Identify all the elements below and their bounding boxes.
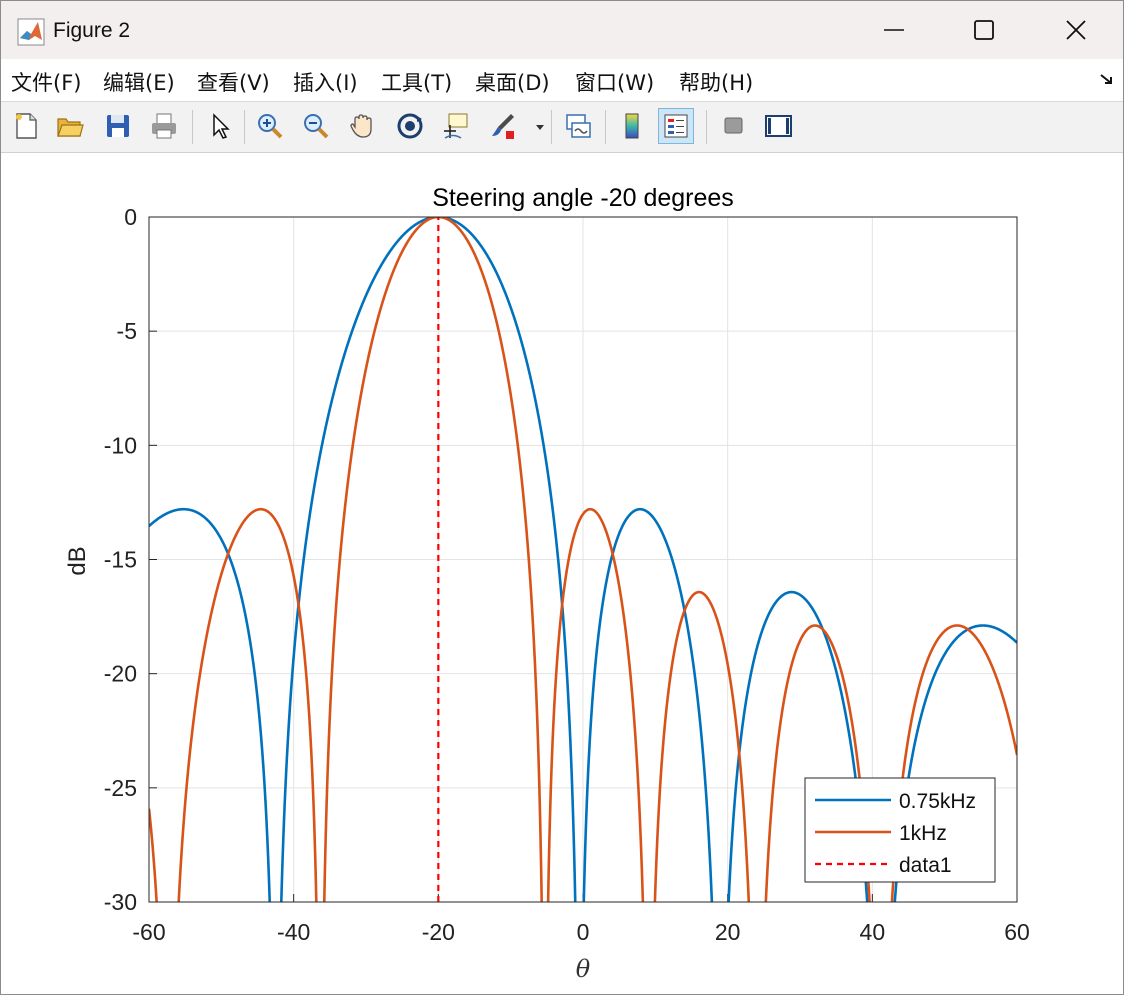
new-file-icon [16, 113, 37, 139]
menu-desktop[interactable]: 桌面(D) [475, 71, 550, 95]
insert-colorbar-button[interactable] [614, 108, 650, 144]
legend-icon [664, 114, 688, 138]
rotate-3d-button[interactable] [392, 108, 428, 144]
link-plot-button[interactable] [560, 108, 596, 144]
hide-plot-tools-icon [724, 117, 743, 134]
pointer-arrow-icon [213, 113, 230, 139]
menu-window[interactable]: 窗口(W) [575, 71, 655, 95]
menu-insert[interactable]: 插入(I) [293, 71, 358, 95]
zoom-out-icon [304, 114, 329, 139]
minimize-button[interactable] [849, 7, 939, 53]
y-tick-label: -25 [104, 775, 137, 801]
toolbar-separator [605, 110, 606, 144]
tick-labels: -60 -40 -20 0 20 40 60 0 -5 -10 -15 -20 -25 -30 [104, 204, 1030, 945]
chart-title: Steering angle -20 degrees [432, 184, 734, 212]
x-tick-label: -20 [422, 919, 455, 945]
pan-button[interactable] [344, 108, 380, 144]
brush-dropdown-icon[interactable] [535, 124, 545, 132]
x-tick-label: 40 [860, 919, 886, 945]
y-tick-label: -5 [117, 318, 137, 344]
link-plot-icon [566, 114, 591, 138]
zoom-in-button[interactable] [252, 108, 288, 144]
pan-hand-icon [350, 114, 372, 138]
x-tick-label: 60 [1004, 919, 1030, 945]
menu-help[interactable]: 帮助(H) [679, 71, 754, 95]
minimize-icon [884, 29, 904, 31]
x-axis-label: θ [576, 955, 591, 983]
close-button[interactable] [1031, 7, 1121, 53]
title-bar: Figure 2 [1, 1, 1123, 59]
legend[interactable]: 0.75kHz 1kHz data1 [804, 777, 996, 883]
matlab-logo-icon [17, 18, 45, 46]
insert-legend-button[interactable] [658, 108, 694, 144]
open-folder-icon [57, 118, 84, 137]
maximize-button[interactable] [939, 7, 1029, 53]
menu-file[interactable]: 文件(F) [11, 71, 82, 95]
open-file-button[interactable] [52, 108, 88, 144]
y-tick-label: 0 [124, 204, 137, 230]
show-plot-tools-icon [765, 115, 792, 137]
zoom-out-button[interactable] [298, 108, 334, 144]
x-tick-label: 0 [577, 919, 590, 945]
toolbar-separator [192, 110, 193, 144]
y-tick-label: -20 [104, 661, 137, 687]
window-title: Figure 2 [53, 19, 131, 42]
brush-icon [492, 114, 514, 139]
menu-tools[interactable]: 工具(T) [381, 71, 453, 95]
print-icon [152, 113, 176, 139]
x-tick-label: -40 [277, 919, 310, 945]
show-plot-tools-button[interactable] [760, 108, 796, 144]
figure-toolbar [1, 102, 1123, 153]
series-line-1 [149, 217, 1017, 902]
brush-button[interactable] [484, 108, 520, 144]
data-cursor-button[interactable] [438, 108, 474, 144]
colorbar-icon [625, 113, 639, 139]
hide-plot-tools-button[interactable] [715, 108, 751, 144]
axes-box [148, 216, 1018, 903]
menu-edit[interactable]: 编辑(E) [103, 71, 175, 95]
save-icon [107, 115, 129, 137]
y-tick-label: -15 [104, 547, 137, 573]
edit-plot-button[interactable] [202, 108, 238, 144]
new-figure-button[interactable] [8, 108, 44, 144]
print-button[interactable] [146, 108, 182, 144]
menu-bar: 文件(F) 编辑(E) 查看(V) 插入(I) 工具(T) 桌面(D) 窗口(W… [1, 59, 1123, 102]
toolbar-separator [706, 110, 707, 144]
data-cursor-icon [444, 113, 468, 139]
close-icon [1066, 20, 1086, 40]
y-axis-label: dB [64, 546, 91, 575]
save-button[interactable] [100, 108, 136, 144]
maximize-icon [974, 20, 994, 40]
legend-label: data1 [899, 854, 952, 877]
zoom-in-icon [258, 114, 283, 139]
x-tick-label: 20 [715, 919, 741, 945]
rotate-3d-icon [397, 113, 423, 139]
y-tick-label: -10 [104, 432, 137, 458]
y-tick-label: -30 [104, 889, 137, 915]
figure-canvas: -60 -40 -20 0 20 40 60 0 -5 -10 -15 -20 -25 -30 Steer… [64, 184, 1030, 983]
menu-view[interactable]: 查看(V) [197, 71, 270, 95]
series-line-2 [149, 217, 1017, 902]
toolbar-separator [244, 110, 245, 144]
legend-box [804, 777, 996, 883]
dock-arrow-icon[interactable] [1099, 73, 1115, 87]
series-layer [149, 217, 1017, 902]
toolbar-separator [551, 110, 552, 144]
x-tick-label: -60 [132, 919, 165, 945]
legend-label: 0.75kHz [899, 790, 976, 813]
legend-label: 1kHz [899, 822, 947, 845]
